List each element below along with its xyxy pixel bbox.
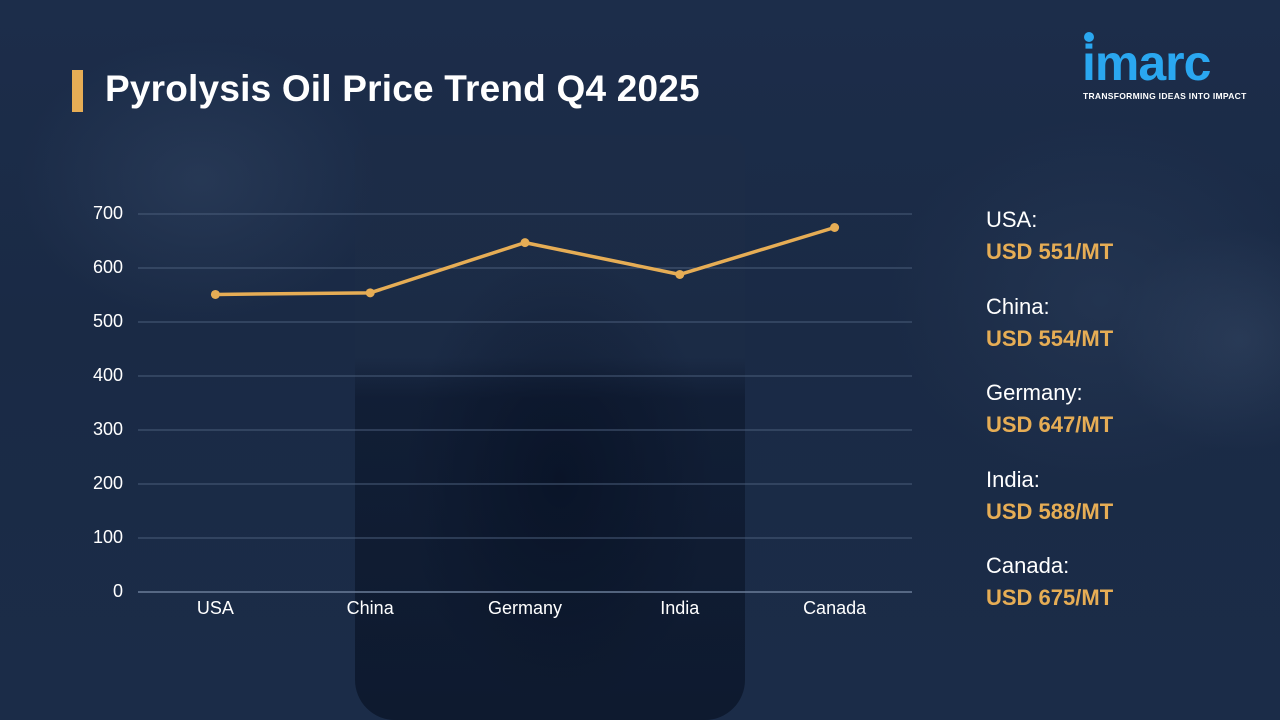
legend-country: USA: xyxy=(986,207,1038,232)
legend-item-india: India: USD 588/MT xyxy=(986,466,1113,553)
y-tick-label: 700 xyxy=(92,203,123,223)
x-tick-label: Germany xyxy=(487,598,563,618)
legend-country: India: xyxy=(986,466,1040,492)
data-point-marker xyxy=(365,288,375,298)
legend-price: USD 588/MT xyxy=(986,498,1114,524)
x-tick-label: Canada xyxy=(803,598,867,618)
legend-item-canada: Canada: USD 675/MT xyxy=(986,552,1113,639)
legend-price: USD 554/MT xyxy=(986,325,1114,351)
y-tick-label: 600 xyxy=(92,257,123,277)
price-line xyxy=(215,225,836,297)
title-accent-bar xyxy=(72,70,83,112)
y-tick-label: 500 xyxy=(92,311,123,331)
beaker-backdrop xyxy=(355,135,745,720)
x-tick-label: India xyxy=(660,598,700,618)
data-point-marker xyxy=(520,238,530,248)
y-tick-label: 300 xyxy=(92,419,123,439)
data-point-marker xyxy=(675,269,685,279)
x-tick-label: China xyxy=(346,598,394,618)
legend-item-china: China: USD 554/MT xyxy=(986,293,1113,380)
y-tick-label: 400 xyxy=(92,365,123,385)
data-point-marker xyxy=(210,289,220,299)
logo-dot-icon xyxy=(1084,32,1094,42)
legend-item-germany: Germany: USD 647/MT xyxy=(986,379,1113,466)
legend-price: USD 647/MT xyxy=(986,412,1114,437)
legend-country: China: xyxy=(986,293,1050,319)
logo-wordmark: imarc xyxy=(1082,35,1211,91)
x-tick-label: USA xyxy=(196,598,234,618)
legend-price: USD 675/MT xyxy=(986,585,1114,610)
page-title: Pyrolysis Oil Price Trend Q4 2025 xyxy=(105,68,700,109)
y-tick-label: 100 xyxy=(92,527,123,547)
legend-item-usa: USA: USD 551/MT xyxy=(986,206,1113,293)
y-tick-label: 0 xyxy=(112,581,123,601)
data-point-marker xyxy=(830,223,840,232)
logo-tagline: TRANSFORMING IDEAS INTO IMPACT xyxy=(1083,91,1247,101)
y-tick-label: 200 xyxy=(92,473,123,493)
legend-country: Germany: xyxy=(986,380,1083,405)
legend-country: Canada: xyxy=(986,553,1070,578)
price-legend: USA: USD 551/MT China: USD 554/MT German… xyxy=(986,206,1113,639)
legend-price: USD 551/MT xyxy=(986,239,1114,264)
